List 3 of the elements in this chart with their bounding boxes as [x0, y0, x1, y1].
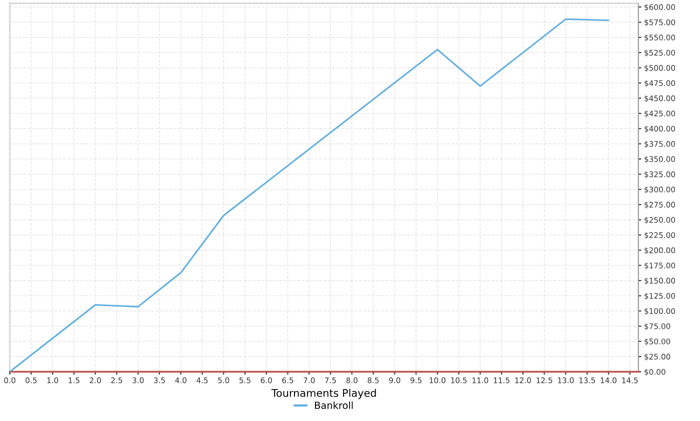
line-series — [10, 18, 610, 372]
x-axis-title: Tournaments Played — [271, 388, 376, 399]
legend-label: Bankroll — [315, 401, 353, 409]
